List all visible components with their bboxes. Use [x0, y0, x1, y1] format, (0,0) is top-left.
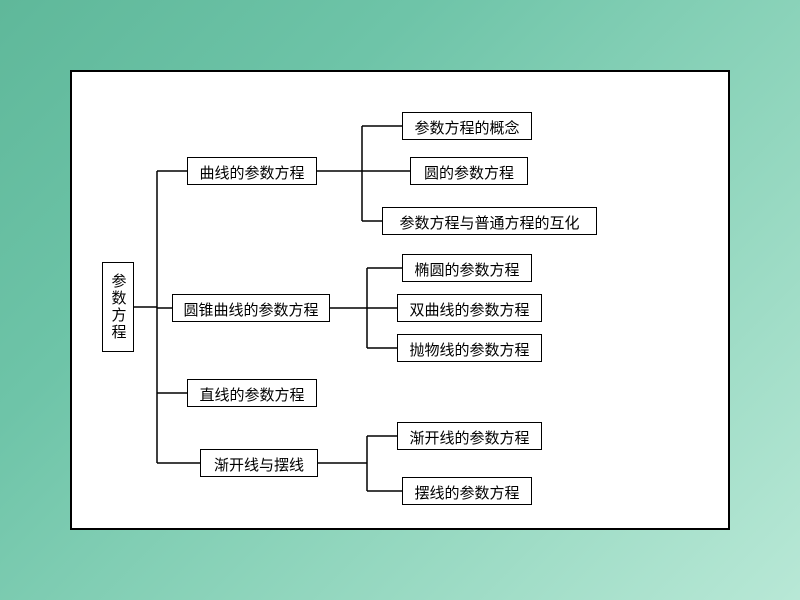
tree-node: 参数方程与普通方程的互化 [382, 207, 597, 235]
tree-node: 圆锥曲线的参数方程 [172, 294, 330, 322]
tree-node: 曲线的参数方程 [187, 157, 317, 185]
tree-node: 摆线的参数方程 [402, 477, 532, 505]
tree-node: 圆的参数方程 [410, 157, 528, 185]
tree-node: 直线的参数方程 [187, 379, 317, 407]
tree-node: 抛物线的参数方程 [397, 334, 542, 362]
tree-node: 渐开线的参数方程 [397, 422, 542, 450]
tree-node: 参数方程 [102, 262, 134, 352]
tree-node: 渐开线与摆线 [200, 449, 318, 477]
tree-node: 椭圆的参数方程 [402, 254, 532, 282]
tree-node: 参数方程的概念 [402, 112, 532, 140]
tree-diagram: 参数方程 曲线的参数方程圆锥曲线的参数方程直线的参数方程渐开线与摆线 参数方程的概念… [70, 70, 730, 530]
tree-node: 双曲线的参数方程 [397, 294, 542, 322]
